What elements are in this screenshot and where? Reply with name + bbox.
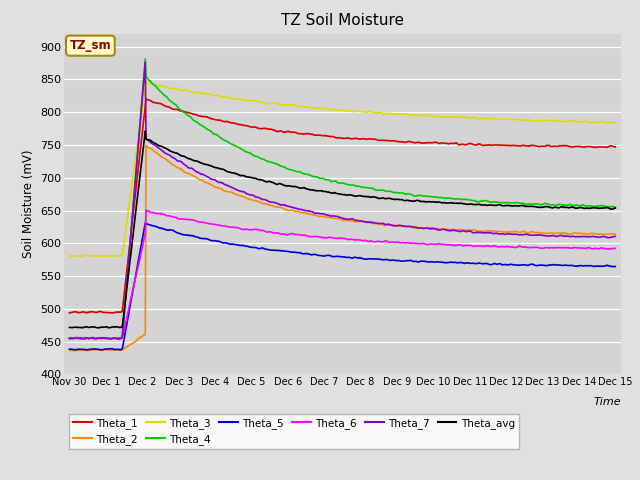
Theta_3 bbox=[98, 253, 106, 259]
Theta_6 bbox=[388, 239, 396, 245]
Title: TZ Soil Moisture: TZ Soil Moisture bbox=[281, 13, 404, 28]
Theta_7 bbox=[187, 166, 195, 171]
Theta_1 bbox=[563, 143, 571, 149]
Theta_5 bbox=[211, 238, 218, 244]
Theta_5 bbox=[187, 232, 195, 238]
Line: Theta_2: Theta_2 bbox=[70, 145, 615, 351]
Theta_7 bbox=[611, 233, 619, 239]
Theta_7 bbox=[211, 177, 218, 183]
Theta_1 bbox=[335, 135, 343, 141]
Theta_2 bbox=[142, 143, 150, 148]
Theta_2 bbox=[66, 348, 74, 353]
Theta_avg bbox=[335, 191, 343, 196]
Theta_4 bbox=[611, 204, 619, 210]
Theta_avg bbox=[211, 165, 218, 170]
Theta_3 bbox=[143, 79, 150, 85]
Theta_4 bbox=[141, 56, 149, 62]
Theta_2 bbox=[563, 230, 571, 236]
Theta_1 bbox=[66, 310, 74, 316]
Theta_7 bbox=[335, 215, 343, 220]
Theta_3 bbox=[442, 114, 450, 120]
Line: Theta_avg: Theta_avg bbox=[70, 131, 615, 328]
Theta_5 bbox=[335, 253, 343, 259]
Theta_7 bbox=[66, 336, 74, 341]
Theta_6 bbox=[442, 242, 450, 248]
Legend: Theta_1, Theta_2, Theta_3, Theta_4, Theta_5, Theta_6, Theta_7, Theta_avg: Theta_1, Theta_2, Theta_3, Theta_4, Thet… bbox=[69, 414, 519, 449]
Theta_3 bbox=[388, 111, 396, 117]
Theta_2 bbox=[388, 222, 396, 228]
Theta_3 bbox=[211, 93, 218, 98]
Theta_4 bbox=[92, 336, 99, 342]
Theta_avg bbox=[66, 324, 74, 330]
Line: Theta_7: Theta_7 bbox=[70, 62, 615, 339]
Theta_avg bbox=[442, 200, 450, 206]
Theta_avg bbox=[141, 128, 149, 134]
Theta_5 bbox=[611, 264, 619, 269]
Theta_6 bbox=[335, 235, 343, 241]
Theta_avg bbox=[388, 196, 396, 202]
Line: Theta_1: Theta_1 bbox=[70, 99, 615, 313]
Theta_5 bbox=[66, 346, 74, 352]
Theta_1 bbox=[442, 141, 450, 146]
Line: Theta_6: Theta_6 bbox=[70, 210, 615, 339]
Text: Time: Time bbox=[593, 396, 621, 407]
Theta_5 bbox=[442, 260, 450, 265]
Theta_2 bbox=[211, 184, 218, 190]
Theta_7 bbox=[141, 60, 149, 65]
Theta_4 bbox=[442, 195, 450, 201]
Theta_4 bbox=[388, 189, 396, 195]
Theta_4 bbox=[66, 336, 74, 341]
Theta_avg bbox=[563, 204, 571, 210]
Theta_6 bbox=[187, 217, 195, 223]
Theta_3 bbox=[66, 253, 74, 259]
Theta_2 bbox=[187, 172, 195, 178]
Theta_avg bbox=[79, 325, 87, 331]
Theta_5 bbox=[388, 257, 396, 263]
Theta_6 bbox=[142, 207, 150, 213]
Theta_4 bbox=[211, 131, 218, 137]
Theta_2 bbox=[84, 348, 92, 354]
Theta_3 bbox=[563, 119, 571, 124]
Theta_2 bbox=[335, 216, 343, 222]
Theta_6 bbox=[611, 246, 619, 252]
Theta_2 bbox=[611, 231, 619, 237]
Theta_5 bbox=[72, 347, 79, 353]
Theta_6 bbox=[563, 245, 571, 251]
Theta_5 bbox=[141, 220, 149, 226]
Theta_1 bbox=[187, 110, 195, 116]
Line: Theta_4: Theta_4 bbox=[70, 59, 615, 339]
Theta_6 bbox=[77, 336, 85, 342]
Theta_4 bbox=[335, 180, 343, 186]
Theta_3 bbox=[335, 107, 343, 113]
Theta_1 bbox=[611, 144, 619, 150]
Theta_7 bbox=[388, 223, 396, 228]
Theta_6 bbox=[211, 222, 218, 228]
Theta_avg bbox=[611, 205, 619, 211]
Theta_avg bbox=[187, 156, 195, 162]
Theta_7 bbox=[442, 227, 450, 233]
Text: TZ_sm: TZ_sm bbox=[70, 39, 111, 52]
Theta_1 bbox=[109, 310, 116, 316]
Theta_4 bbox=[563, 202, 571, 208]
Theta_7 bbox=[114, 336, 122, 342]
Line: Theta_3: Theta_3 bbox=[70, 82, 615, 256]
Theta_5 bbox=[563, 263, 571, 268]
Theta_1 bbox=[142, 96, 150, 102]
Theta_6 bbox=[66, 336, 74, 341]
Line: Theta_5: Theta_5 bbox=[70, 223, 615, 350]
Theta_1 bbox=[211, 117, 218, 122]
Theta_7 bbox=[563, 233, 571, 239]
Theta_2 bbox=[442, 226, 450, 232]
Theta_3 bbox=[611, 120, 619, 125]
Theta_1 bbox=[388, 138, 396, 144]
Theta_4 bbox=[187, 114, 195, 120]
Theta_3 bbox=[187, 89, 195, 95]
Y-axis label: Soil Moisture (mV): Soil Moisture (mV) bbox=[22, 150, 35, 258]
